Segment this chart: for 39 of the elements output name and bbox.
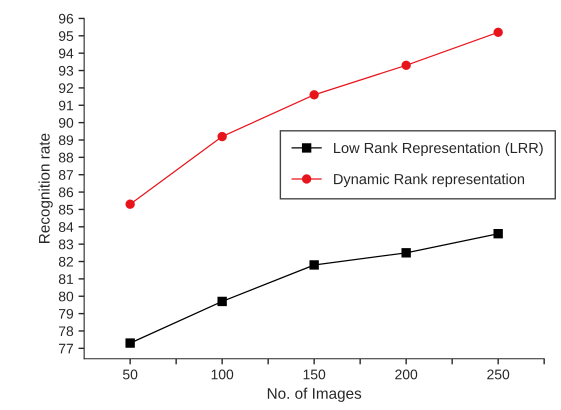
y-axis-title: Recognition rate <box>38 134 53 243</box>
y-tick-label: 81 <box>58 274 74 284</box>
point <box>493 28 503 38</box>
y-tick-label: 91 <box>58 100 74 110</box>
point <box>217 296 227 306</box>
x-tick-label: 100 <box>212 370 234 380</box>
x-tick-label: 50 <box>122 370 138 380</box>
y-tick-label: 84 <box>58 222 74 232</box>
x-axis-title: No. of Images <box>268 388 362 402</box>
y-tick-label: 83 <box>58 239 74 250</box>
y-tick-label: 80 <box>58 292 74 302</box>
y-tick-label: 88 <box>58 152 74 163</box>
y-tick-label: 86 <box>58 187 74 198</box>
point <box>493 229 503 238</box>
y-tick-label: 93 <box>58 66 74 76</box>
point <box>309 90 319 100</box>
legend-label: Low Rank Representation (LRR) <box>334 142 543 156</box>
y-tick-label: 94 <box>58 48 74 58</box>
y-tick-label: 78 <box>59 326 74 336</box>
x-tick-label: 150 <box>304 370 326 380</box>
y-tick-label: 95 <box>58 31 74 41</box>
x-tick-label: 200 <box>395 370 418 380</box>
y-tick-label: 87 <box>58 170 74 180</box>
legend-label: Dynamic Rank representation <box>334 174 524 188</box>
y-tick-label: 82 <box>58 256 74 267</box>
x-tick-label: 250 <box>487 370 510 380</box>
point <box>401 248 411 258</box>
point <box>309 260 319 270</box>
y-tick-label: 79 <box>59 308 74 319</box>
y-tick-label: 96 <box>58 14 74 24</box>
point <box>217 132 227 142</box>
y-tick-label: 90 <box>58 118 74 128</box>
y-tick-label: 77 <box>59 344 74 354</box>
point <box>401 60 411 70</box>
y-tick-label: 89 <box>58 135 74 146</box>
y-tick-label: 85 <box>58 204 74 215</box>
y-tick-label: 92 <box>58 83 74 94</box>
point <box>125 200 135 209</box>
point <box>125 338 135 348</box>
